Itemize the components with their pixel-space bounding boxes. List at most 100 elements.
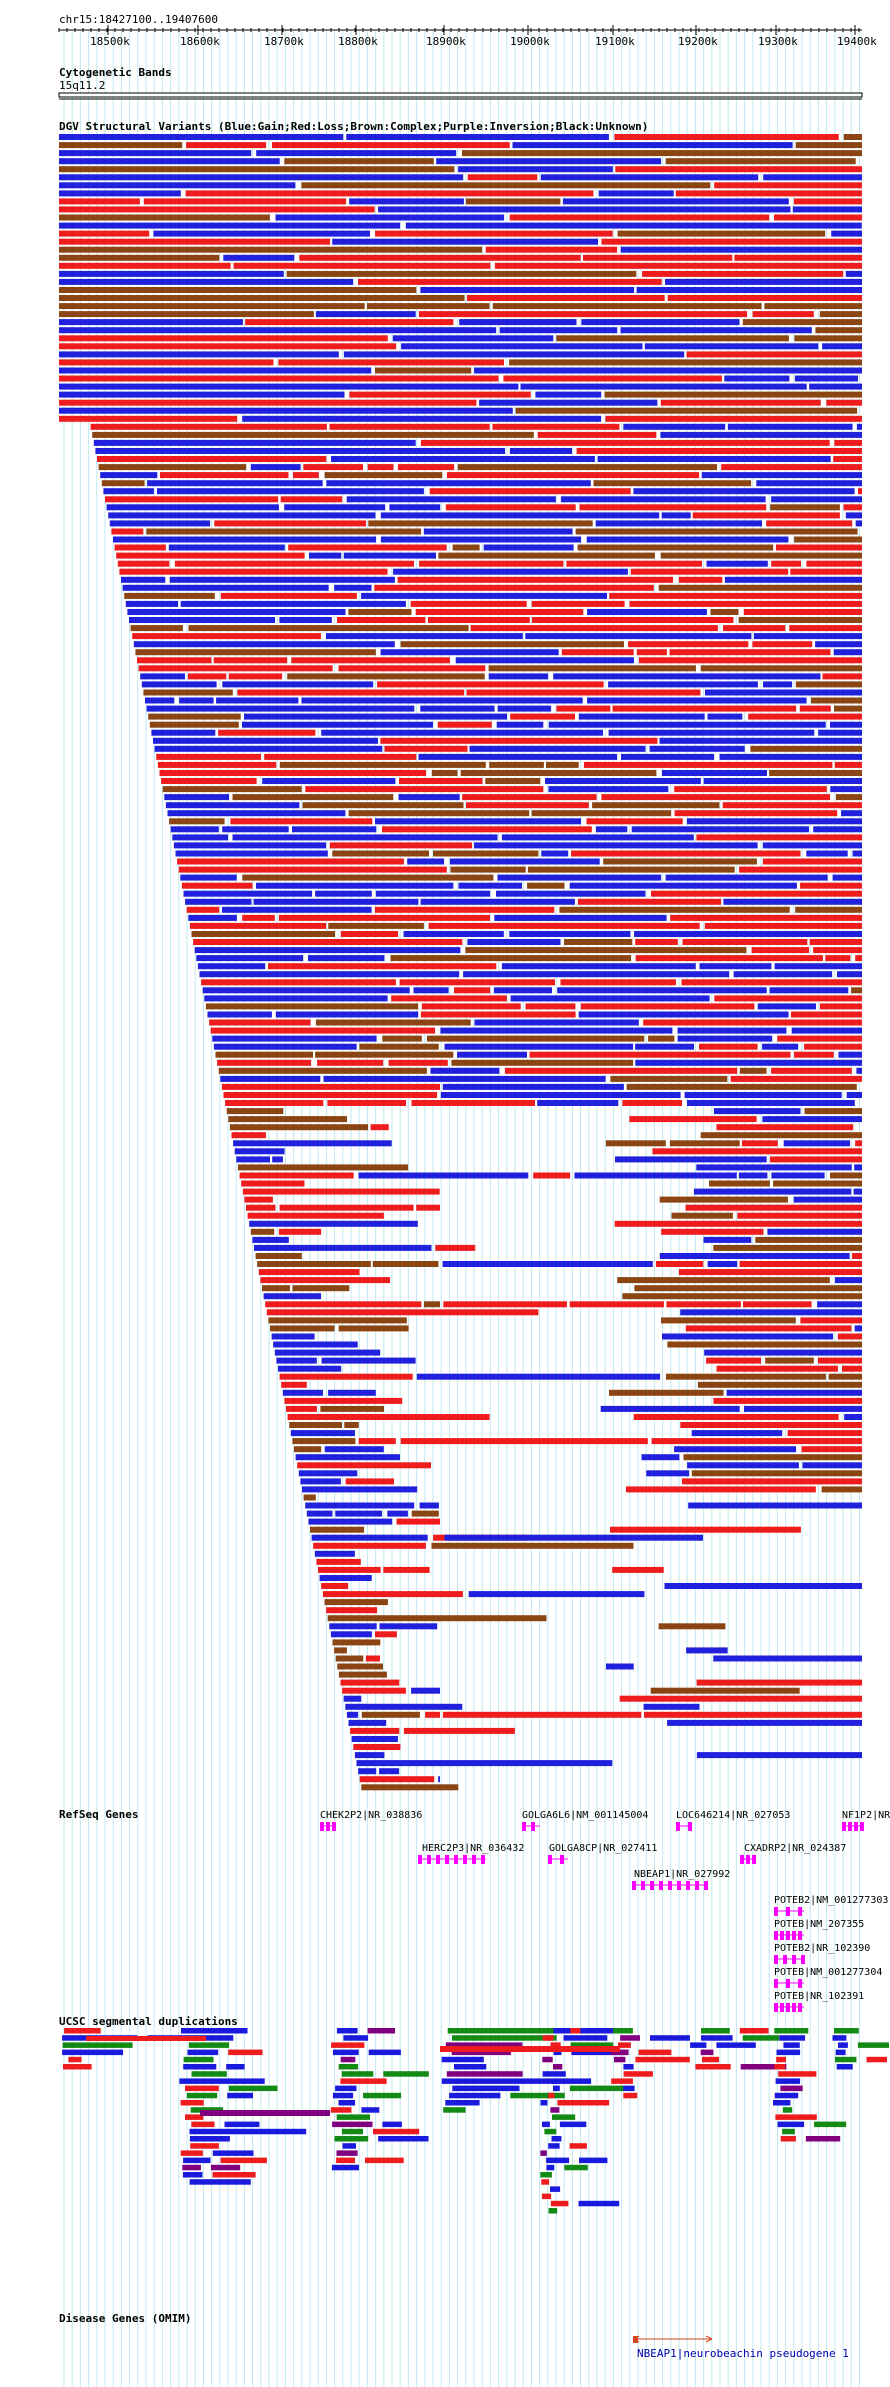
- dgv-variant: [710, 609, 739, 615]
- refseq-gene-label[interactable]: POTEB|NR_102391: [774, 1991, 865, 2002]
- dgv-variant: [399, 778, 483, 784]
- segdup-block: [373, 2128, 420, 2135]
- dgv-variant: [59, 158, 280, 165]
- dgv-variant: [59, 407, 513, 414]
- dgv-variant: [331, 456, 595, 462]
- dgv-variant: [726, 1389, 862, 1396]
- dgv-variant: [684, 1092, 842, 1098]
- dgv-variant: [241, 1180, 305, 1187]
- gene-exon: [792, 2003, 796, 2012]
- dgv-variant: [284, 1397, 403, 1404]
- dgv-variant: [706, 560, 768, 567]
- dgv-variant: [300, 1478, 341, 1485]
- gene-exon: [688, 1822, 692, 1831]
- dgv-variant: [294, 1446, 322, 1453]
- gene-exon: [676, 1822, 680, 1831]
- dgv-variant: [315, 1051, 454, 1058]
- dgv-variant: [687, 1462, 799, 1469]
- omim-track-title[interactable]: Disease Genes (OMIM): [59, 2312, 192, 2325]
- segdup-block: [782, 2128, 795, 2135]
- gene-exon: [854, 1822, 858, 1831]
- refseq-gene-label[interactable]: POTEB|NM_207355: [774, 1919, 865, 1930]
- dgv-variant: [634, 1285, 862, 1292]
- dgv-variant: [474, 842, 758, 849]
- dgv-variant: [315, 890, 372, 897]
- dgv-variant: [791, 1011, 862, 1018]
- dgv-variant: [286, 270, 637, 277]
- dgv-variant: [309, 552, 342, 559]
- dgv-variant: [469, 745, 646, 752]
- segdup-block: [611, 2078, 633, 2084]
- dgv-variant: [279, 1373, 413, 1380]
- refseq-gene-label[interactable]: POTEB|NM_001277304: [774, 1967, 883, 1978]
- refseq-gene-label[interactable]: CXADRP2|NR_024387: [744, 1843, 847, 1854]
- dgv-variant: [832, 874, 862, 881]
- dgv-variant: [651, 1438, 862, 1445]
- dgv-variant: [444, 1534, 703, 1541]
- gene-exon: [798, 2003, 802, 2012]
- segdup-block: [553, 2028, 571, 2034]
- refseq-gene-label[interactable]: HERC2P3|NR_036432: [422, 1843, 525, 1854]
- dgv-variant: [245, 319, 454, 326]
- refseq-gene-label[interactable]: CHEK2P2|NR_038836: [320, 1810, 423, 1821]
- dgv-variant: [853, 1188, 862, 1195]
- dgv-variant: [111, 528, 144, 535]
- omim-gene-label[interactable]: NBEAP1|neurobeachin pseudogene 1: [637, 2347, 849, 2360]
- dgv-variant: [494, 262, 862, 269]
- dgv-variant: [579, 504, 767, 511]
- dgv-variant: [346, 496, 556, 503]
- segdup-block: [540, 2172, 552, 2178]
- segdup-track-title[interactable]: UCSC segmental duplications: [59, 2015, 238, 2028]
- gene-exon: [798, 1907, 802, 1916]
- dgv-variant: [59, 287, 417, 293]
- dgv-variant: [630, 568, 789, 575]
- dgv-variant: [617, 1277, 830, 1284]
- dgv-variant: [578, 1011, 789, 1018]
- refseq-gene-label[interactable]: GOLGA8CP|NR_027411: [549, 1843, 658, 1854]
- dgv-variant: [468, 1591, 645, 1598]
- dgv-variant: [197, 963, 266, 970]
- segdup-block: [773, 2100, 791, 2106]
- dgv-variant: [191, 931, 336, 937]
- dgv-variant: [666, 1301, 741, 1308]
- refseq-track-title[interactable]: RefSeq Genes: [59, 1808, 139, 1821]
- dgv-variant: [328, 1389, 376, 1396]
- segdup-block: [559, 2121, 587, 2128]
- dgv-variant: [289, 1422, 342, 1428]
- segdup-block: [550, 2186, 561, 2192]
- dgv-variant: [337, 617, 426, 623]
- segdup-block: [226, 2064, 245, 2070]
- dgv-track-title[interactable]: DGV Structural Variants (Blue:Gain;Red:L…: [59, 120, 649, 133]
- refseq-gene-label[interactable]: NBEAP1|NR_027992: [634, 1869, 731, 1880]
- dgv-variant: [247, 1212, 384, 1219]
- dgv-variant: [159, 770, 427, 776]
- dgv-variant: [615, 166, 862, 173]
- dgv-variant: [90, 423, 327, 430]
- dgv-variant: [308, 955, 385, 962]
- dgv-variant: [262, 1285, 290, 1292]
- gene-exon: [780, 2003, 784, 2012]
- dgv-variant: [564, 939, 633, 945]
- refseq-gene-label[interactable]: LOC646214|NR_027053: [676, 1810, 791, 1821]
- segdup-block: [367, 2028, 395, 2034]
- refseq-gene-label[interactable]: POTEB2|NM_001277303: [774, 1895, 889, 1906]
- refseq-gene-label[interactable]: GOLGA6L6|NM_001145004: [522, 1810, 649, 1821]
- dgv-variant: [162, 786, 302, 793]
- refseq-gene-label[interactable]: POTEB2|NR_102390: [774, 1943, 871, 1954]
- cytoband-track-title[interactable]: Cytogenetic Bands: [59, 66, 172, 79]
- dgv-variant: [614, 1220, 862, 1227]
- dgv-variant: [343, 552, 436, 559]
- gene-exon: [792, 1955, 796, 1964]
- dgv-variant: [605, 1140, 666, 1147]
- dgv-variant: [855, 955, 862, 962]
- dgv-variant: [129, 617, 275, 623]
- dgv-variant: [683, 1454, 862, 1461]
- segdup-block: [614, 2056, 626, 2063]
- dgv-variant: [612, 705, 797, 712]
- dgv-variant: [501, 963, 696, 970]
- dgv-variant: [301, 697, 583, 704]
- dgv-variant: [266, 1309, 539, 1316]
- dgv-variant: [59, 182, 296, 189]
- refseq-gene-label[interactable]: NF1P2|NR: [842, 1810, 890, 1821]
- dgv-variant: [666, 1373, 826, 1380]
